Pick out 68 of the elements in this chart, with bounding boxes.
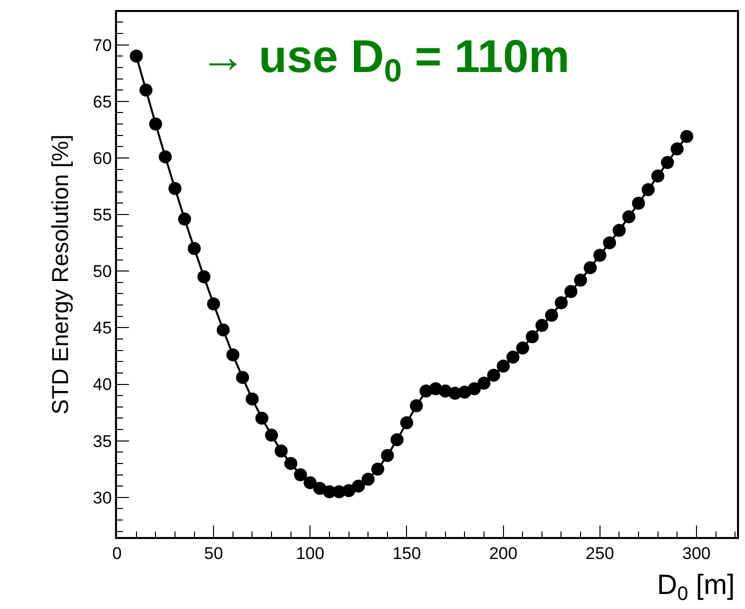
x-tick-label: 300 xyxy=(682,544,711,564)
point xyxy=(139,84,152,97)
point xyxy=(468,382,481,396)
point xyxy=(593,248,606,262)
point xyxy=(216,323,230,336)
point xyxy=(632,196,645,210)
point xyxy=(178,212,192,226)
point xyxy=(487,368,500,382)
point xyxy=(680,130,694,143)
point xyxy=(642,183,655,196)
point xyxy=(526,330,539,344)
point xyxy=(158,150,172,164)
point xyxy=(584,261,597,274)
annotation: → use D$_{0}$ = 110m xyxy=(200,30,570,89)
point xyxy=(477,376,490,390)
x-tick-label: 0 xyxy=(112,544,122,564)
point xyxy=(294,468,307,482)
point xyxy=(149,118,162,131)
x-axis-title: D$_{0}$ [m] xyxy=(657,569,735,605)
x-tick-label: 50 xyxy=(204,544,224,564)
point xyxy=(380,449,394,462)
point xyxy=(410,399,423,412)
point xyxy=(197,270,210,284)
x-tick-label: 200 xyxy=(489,544,518,564)
y-tick-label: 35 xyxy=(92,432,112,451)
point xyxy=(371,462,384,476)
y-tick-label: 65 xyxy=(92,92,112,112)
point xyxy=(651,170,664,183)
point xyxy=(226,348,240,362)
point xyxy=(168,182,182,196)
point xyxy=(574,274,588,287)
x-tick-label: 150 xyxy=(392,544,421,564)
point xyxy=(352,480,365,493)
point xyxy=(362,472,375,486)
point xyxy=(246,392,259,406)
point xyxy=(506,350,520,364)
point xyxy=(207,297,220,310)
point xyxy=(496,360,510,373)
point xyxy=(660,156,674,169)
y-tick-label: 55 xyxy=(92,205,112,224)
point xyxy=(236,370,250,384)
point xyxy=(188,242,201,255)
point xyxy=(535,318,548,332)
x-tick-label: 100 xyxy=(296,544,324,564)
point xyxy=(670,142,684,156)
point xyxy=(265,428,278,442)
point xyxy=(545,308,558,322)
point xyxy=(274,444,288,458)
y-tick-label: 50 xyxy=(92,262,112,282)
point xyxy=(390,433,404,446)
point xyxy=(612,224,626,237)
point xyxy=(130,50,143,63)
x-tick-label: 250 xyxy=(586,544,614,564)
point xyxy=(255,412,268,425)
point xyxy=(554,296,568,310)
y-tick-label: 45 xyxy=(92,318,112,338)
y-tick-label: 60 xyxy=(92,148,112,168)
point xyxy=(622,210,636,224)
point xyxy=(516,342,530,355)
point xyxy=(564,284,578,298)
point xyxy=(284,456,298,470)
y-tick-label: 70 xyxy=(92,36,112,55)
y-tick-label: 30 xyxy=(92,488,112,508)
point xyxy=(304,476,317,490)
point xyxy=(603,236,616,250)
point xyxy=(400,416,414,430)
y-tick-label: 40 xyxy=(92,375,112,394)
y-axis-title: STD Energy Resolution [%] xyxy=(46,134,73,414)
